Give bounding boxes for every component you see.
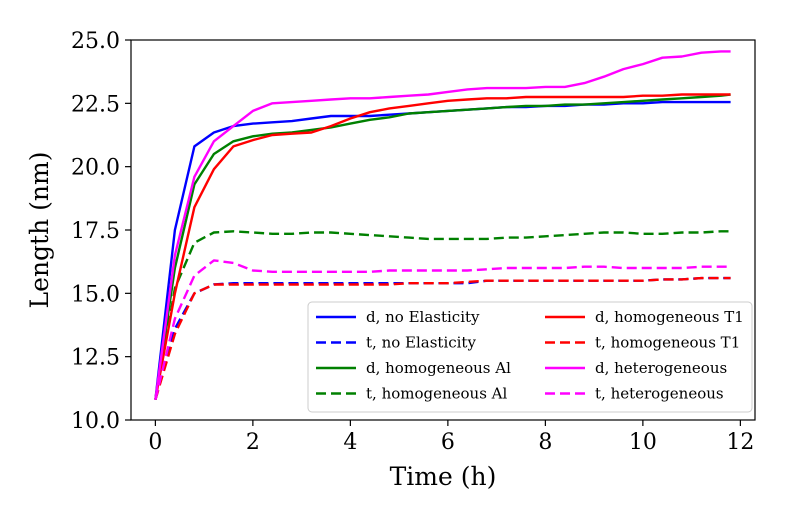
series-line-d-homogeneous-al (154, 93, 731, 400)
legend-label: d, homogeneous Al (366, 359, 511, 377)
x-tick-label: 8 (538, 430, 552, 455)
x-tick-label: 2 (246, 430, 260, 455)
ticks-layer: 0 2 4 6 8 10 12 10.0 12.5 15.0 17.5 20.0 22.5 25.0 (71, 29, 754, 455)
legend-label: t, homogeneous T1 (595, 334, 740, 352)
x-tick-label: 0 (148, 430, 162, 455)
legend-box (307, 301, 753, 413)
series-line-t-homogeneous-t1 (154, 276, 731, 401)
x-tick-label: 10 (629, 430, 657, 455)
y-tick-label: 22.5 (71, 92, 120, 117)
x-axis-title: Time (h) (390, 462, 497, 491)
series-line-d-homogeneous-t1 (154, 93, 731, 400)
y-tick-label: 12.5 (71, 346, 120, 371)
series-layer (154, 50, 731, 401)
legend-label: d, homogeneous T1 (595, 308, 744, 326)
y-tick-label: 15.0 (71, 282, 120, 307)
y-tick-label: 25.0 (71, 29, 120, 54)
legend-label: d, no Elasticity (366, 308, 480, 326)
y-tick-label: 17.5 (71, 219, 120, 244)
series-line-t-heterogeneous (154, 259, 731, 400)
y-tick-label: 20.0 (71, 156, 120, 181)
legend-label: t, homogeneous Al (366, 385, 508, 403)
legend: d, no Elasticity d, homogeneous T1 t, no E… (307, 301, 753, 413)
x-tick-label: 12 (726, 430, 754, 455)
x-tick-label: 6 (441, 430, 455, 455)
legend-label: t, no Elasticity (366, 334, 476, 352)
x-tick-label: 4 (343, 430, 357, 455)
legend-label: t, heterogeneous (595, 385, 724, 403)
y-axis-title: Length (nm) (25, 152, 54, 309)
legend-label: d, heterogeneous (595, 359, 727, 377)
y-tick-label: 10.0 (71, 409, 120, 434)
series-line-d-heterogeneous (154, 50, 731, 400)
